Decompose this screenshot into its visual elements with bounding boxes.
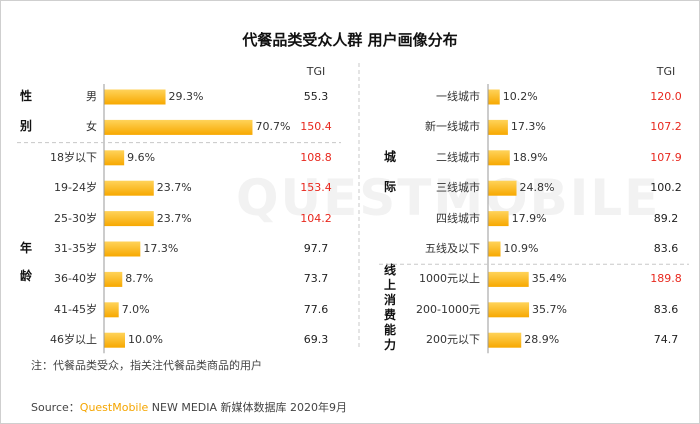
tgi-value: 69.3 — [303, 333, 329, 347]
value-label: 7.0% — [121, 302, 150, 316]
group-label-char: 上 — [383, 278, 396, 292]
value-label: 29.3% — [168, 90, 204, 103]
value-label: 10.0% — [128, 333, 163, 347]
bar-0-4 — [104, 211, 154, 227]
bar-1-7 — [488, 302, 530, 318]
tgi-value: 108.8 — [300, 150, 332, 164]
tgi-header-left: TGI — [306, 65, 326, 78]
category-label: 女 — [86, 120, 97, 134]
tgi-header-right: TGI — [656, 65, 676, 78]
value-label: 24.8% — [519, 181, 555, 195]
tgi-value: 83.6 — [653, 242, 679, 255]
group-label-char: 性 — [19, 89, 32, 103]
value-label: 10.9% — [503, 242, 539, 255]
group-label-char: 龄 — [19, 269, 32, 283]
bar-0-6 — [104, 271, 123, 287]
category-label: 18岁以下 — [50, 150, 97, 164]
tgi-value: 107.9 — [650, 150, 682, 164]
bar-1-8 — [488, 332, 522, 348]
bar-1-2 — [488, 150, 510, 166]
tgi-value: 89.2 — [653, 211, 679, 225]
source-line: Source：QuestMobile NEW MEDIA 新媒体数据库 2020… — [31, 399, 347, 415]
category-label: 19-24岁 — [54, 181, 97, 195]
group-label-char: 城 — [383, 150, 396, 164]
value-label: 18.9% — [512, 150, 548, 164]
category-label: 二线城市 — [436, 150, 480, 164]
category-label: 36-40岁 — [54, 272, 97, 286]
group-label-char: 线 — [383, 263, 396, 277]
value-label: 17.9% — [511, 211, 547, 225]
watermark: QUESTMOBILE — [236, 169, 661, 227]
bar-0-8 — [104, 332, 125, 348]
category-label: 一线城市 — [436, 90, 480, 103]
value-label: 70.7% — [255, 120, 291, 134]
category-label: 46岁以上 — [50, 333, 97, 347]
chart-title: 代餐品类受众人群 用户画像分布 — [242, 31, 458, 49]
value-label: 28.9% — [524, 333, 560, 347]
bar-0-1 — [104, 119, 253, 135]
group-label-char: 消 — [383, 293, 396, 307]
category-label: 新一线城市 — [425, 120, 480, 134]
tgi-value: 150.4 — [300, 120, 332, 134]
tgi-value: 120.0 — [650, 90, 682, 103]
group-label-char: 际 — [383, 180, 396, 194]
group-label-char: 费 — [383, 308, 396, 322]
value-label: 17.3% — [510, 120, 546, 134]
category-label: 25-30岁 — [54, 211, 97, 225]
category-label: 三线城市 — [436, 181, 480, 195]
tgi-value: 77.6 — [303, 302, 329, 316]
bar-1-1 — [488, 119, 508, 135]
bar-1-3 — [488, 180, 517, 196]
category-label: 五线及以下 — [425, 242, 480, 255]
bar-1-4 — [488, 211, 509, 227]
bar-1-6 — [488, 271, 529, 287]
group-label-char: 能 — [383, 323, 396, 337]
tgi-value: 55.3 — [303, 90, 329, 103]
category-label: 200-1000元 — [416, 302, 480, 316]
value-label: 35.7% — [532, 302, 567, 316]
bar-1-0 — [488, 89, 500, 105]
category-label: 四线城市 — [436, 211, 480, 225]
group-label-char: 力 — [383, 338, 396, 352]
tgi-value: 97.7 — [303, 242, 329, 255]
bar-0-7 — [104, 302, 119, 318]
value-label: 10.2% — [502, 90, 538, 103]
tgi-value: 83.6 — [653, 302, 679, 316]
source-brand: QuestMobile — [79, 401, 149, 414]
tgi-value: 189.8 — [650, 272, 682, 286]
tgi-value: 74.7 — [653, 333, 679, 347]
value-label: 17.3% — [143, 242, 179, 255]
group-label-char: 年 — [19, 241, 32, 255]
bar-0-5 — [104, 241, 141, 257]
footnote: 注：代餐品类受众，指关注代餐品类商品的用户 — [31, 359, 262, 372]
value-label: 35.4% — [531, 272, 567, 286]
tgi-value: 73.7 — [303, 272, 329, 286]
bar-0-3 — [104, 180, 154, 196]
value-label: 9.6% — [127, 150, 156, 164]
tgi-value: 100.2 — [650, 181, 682, 195]
source-prefix: Source： — [31, 401, 80, 414]
tgi-value: 104.2 — [300, 211, 332, 225]
category-label: 200元以下 — [426, 333, 480, 347]
bar-1-5 — [488, 241, 501, 257]
category-label: 男 — [86, 90, 97, 103]
bar-0-2 — [104, 150, 125, 166]
tgi-value: 153.4 — [300, 181, 332, 195]
category-label: 1000元以上 — [419, 272, 480, 286]
value-label: 23.7% — [156, 211, 192, 225]
value-label: 23.7% — [156, 181, 192, 195]
category-label: 31-35岁 — [54, 242, 97, 255]
category-label: 41-45岁 — [54, 302, 97, 316]
group-label-char: 别 — [19, 119, 32, 133]
tgi-value: 107.2 — [650, 120, 682, 134]
source-rest: NEW MEDIA 新媒体数据库 2020年9月 — [148, 401, 348, 414]
bar-0-0 — [104, 89, 166, 105]
value-label: 8.7% — [125, 272, 154, 286]
